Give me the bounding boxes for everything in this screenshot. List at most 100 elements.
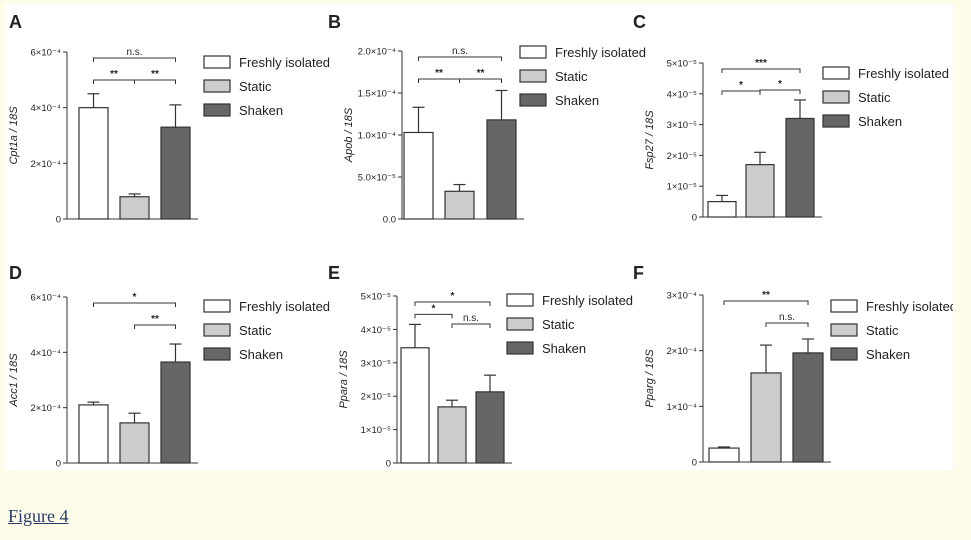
significance-label: * <box>451 291 455 302</box>
significance-bracket <box>721 68 801 73</box>
legend-swatch <box>203 55 231 69</box>
significance-bracket <box>93 57 176 62</box>
bar-static <box>119 196 150 220</box>
y-tick-label: 0 <box>56 459 61 470</box>
figure-caption-link[interactable]: Figure 4 <box>8 506 69 526</box>
panel-letter: B <box>328 12 341 32</box>
bar-static <box>750 372 782 463</box>
legend-swatch <box>203 299 231 313</box>
y-tick-label: 4×10⁻⁵ <box>361 325 391 336</box>
legend-label: Shaken <box>866 347 910 362</box>
significance-bracket <box>451 323 491 328</box>
significance-label: ** <box>151 69 159 80</box>
y-tick-label: 0 <box>386 459 391 470</box>
y-tick-label: 3×10⁻⁵ <box>361 358 391 369</box>
legend-swatch <box>506 317 534 331</box>
bar-freshly-isolated <box>400 347 430 464</box>
y-tick-label: 2×10⁻⁴ <box>31 403 62 414</box>
legend-label: Static <box>239 79 272 94</box>
y-axis-label: Ppara / 18S <box>338 350 350 409</box>
legend-swatch <box>203 103 231 117</box>
bar-freshly-isolated <box>78 107 109 220</box>
y-tick-label: 1.0×10⁻⁴ <box>358 131 396 142</box>
bar-shaken <box>792 352 824 463</box>
legend-label: Freshly isolated <box>858 66 949 81</box>
y-tick-label: 3×10⁻⁴ <box>667 291 698 302</box>
y-tick-label: 5×10⁻⁵ <box>667 59 697 70</box>
y-tick-label: 0 <box>56 215 61 226</box>
bar-shaken <box>486 119 517 220</box>
y-axis-label: Cpt1a / 18S <box>8 106 20 165</box>
panel-letter: A <box>9 12 22 32</box>
y-tick-label: 0.0 <box>383 215 396 226</box>
panel-b: B 0.0 5.0×10⁻⁵ 1.0×10⁻⁴ 1.5×10⁻⁴ 2.0×10⁻⁴ Apob… <box>328 12 646 226</box>
significance-label: * <box>778 79 782 90</box>
significance-label: n.s. <box>452 46 468 57</box>
significance-bracket <box>134 324 176 329</box>
significance-label: n.s. <box>463 313 479 324</box>
y-tick-label: 1×10⁻⁵ <box>361 425 391 436</box>
panel-letter: E <box>328 263 340 283</box>
y-tick-label: 2×10⁻⁵ <box>667 151 697 162</box>
y-tick-label: 6×10⁻⁴ <box>31 293 62 304</box>
legend-label: Static <box>542 317 575 332</box>
y-tick-label: 5.0×10⁻⁵ <box>358 173 396 184</box>
y-axis-label: Acc1 / 18S <box>8 353 20 408</box>
legend-label: Freshly isolated <box>239 55 330 70</box>
significance-bracket <box>721 90 761 95</box>
legend-label: Shaken <box>858 114 902 129</box>
panel-letter: F <box>633 263 644 283</box>
legend-label: Freshly isolated <box>542 293 633 308</box>
bar-freshly-isolated <box>403 131 434 220</box>
bar-static <box>119 422 150 464</box>
legend-swatch <box>830 323 858 337</box>
y-tick-label: 0 <box>692 213 697 224</box>
bar-static <box>745 164 775 218</box>
legend-label: Shaken <box>239 347 283 362</box>
panel-f: F 0 1×10⁻⁴ 2×10⁻⁴ 3×10⁻⁴ Pparg / 18S n.s. ** Fre… <box>633 263 953 469</box>
bar-static <box>437 406 467 464</box>
y-axis-label: Apob / 18S <box>343 107 355 163</box>
bar-freshly-isolated <box>707 201 737 218</box>
bar-freshly-isolated <box>708 447 740 463</box>
bar-shaken <box>785 117 815 218</box>
legend-label: Static <box>858 90 891 105</box>
legend-swatch <box>822 114 850 128</box>
legend-label: Freshly isolated <box>866 299 953 314</box>
y-tick-label: 2×10⁻⁴ <box>667 346 698 357</box>
significance-label: ** <box>110 69 118 80</box>
legend-swatch <box>822 66 850 80</box>
bar-shaken <box>160 361 191 464</box>
bar-static <box>444 190 475 220</box>
legend-swatch <box>506 293 534 307</box>
legend-swatch <box>830 347 858 361</box>
y-tick-label: 1.5×10⁻⁴ <box>358 89 396 100</box>
significance-bracket <box>418 78 460 83</box>
y-tick-label: 6×10⁻⁴ <box>31 48 62 59</box>
y-tick-label: 3×10⁻⁵ <box>667 120 697 131</box>
significance-label: * <box>432 303 436 314</box>
significance-bracket <box>459 78 502 83</box>
legend-swatch <box>519 45 547 59</box>
panel-e: E 0 1×10⁻⁵ 2×10⁻⁵ 3×10⁻⁵ 4×10⁻⁵ 5×10⁻⁵ Ppara / … <box>328 263 633 470</box>
y-tick-label: 1×10⁻⁵ <box>667 182 697 193</box>
significance-label: ** <box>762 290 770 301</box>
y-tick-label: 0 <box>692 458 697 469</box>
y-tick-label: 4×10⁻⁵ <box>667 89 697 100</box>
legend-label: Shaken <box>239 103 283 118</box>
y-tick-label: 2×10⁻⁴ <box>31 159 62 170</box>
panel-letter: C <box>633 12 646 32</box>
significance-bracket <box>134 79 176 84</box>
significance-bracket <box>414 313 453 319</box>
significance-label: ** <box>151 314 159 325</box>
significance-label: * <box>133 292 137 303</box>
y-axis-label: Fsp27 / 18S <box>644 110 656 170</box>
legend-swatch <box>203 323 231 337</box>
significance-label: n.s. <box>779 312 795 323</box>
significance-bracket <box>418 56 502 61</box>
figure-panel: A 0 2×10⁻⁴ 4×10⁻⁴ 6×10⁻⁴ Cpt1a / 18S ** ** n.s. F… <box>5 4 953 470</box>
legend-swatch <box>822 90 850 104</box>
legend-label: Freshly isolated <box>239 299 330 314</box>
